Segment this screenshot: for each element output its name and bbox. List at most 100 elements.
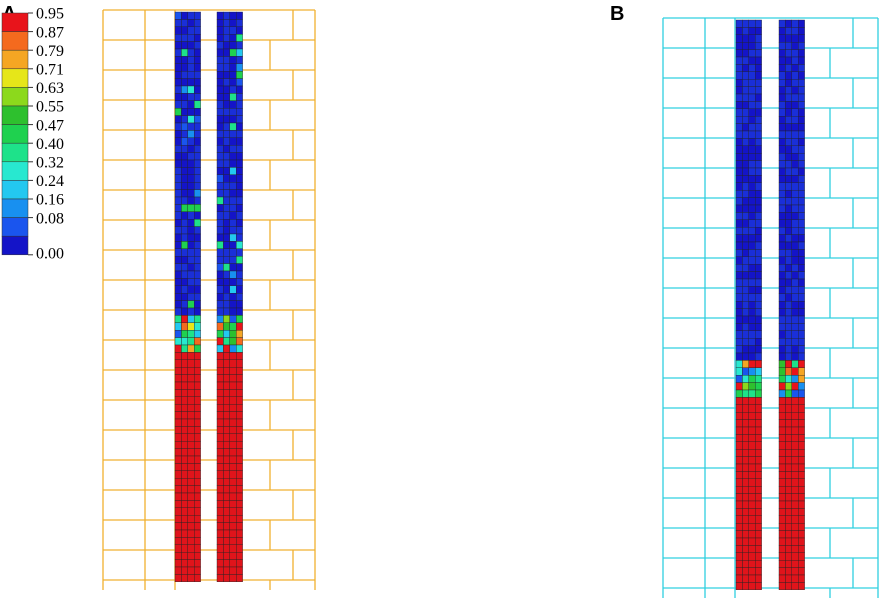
mesh-cell <box>229 381 237 390</box>
mesh-cell <box>216 426 224 434</box>
mesh-cell <box>216 574 224 583</box>
mesh-cell <box>223 278 230 286</box>
mesh-cell <box>785 508 793 516</box>
mesh-cell <box>778 345 786 354</box>
mesh-cell <box>181 174 188 183</box>
mesh-cell <box>187 137 195 146</box>
mesh-cell <box>778 537 786 546</box>
mesh-cell <box>181 566 188 575</box>
mesh-cell <box>193 263 201 272</box>
mesh-cell <box>216 470 224 479</box>
mesh-cell <box>174 85 182 94</box>
mesh-cell <box>755 226 762 235</box>
mesh-cell <box>791 130 799 139</box>
mesh-cell <box>187 144 195 153</box>
mesh-cell <box>742 234 750 243</box>
mesh-cell <box>216 315 224 323</box>
mesh-cell <box>223 485 230 494</box>
mesh-cell <box>174 78 182 87</box>
mesh-cell <box>755 560 762 568</box>
mesh-cell <box>785 315 793 324</box>
mesh-cell <box>755 493 762 502</box>
mesh-cell <box>193 196 201 205</box>
mesh-cell <box>748 552 756 561</box>
mesh-cell <box>798 301 805 309</box>
mesh-cell <box>174 337 182 346</box>
mesh-cell <box>755 42 762 50</box>
mesh-cell <box>755 375 762 383</box>
mesh-cell <box>735 256 743 265</box>
mesh-cell <box>193 381 201 390</box>
mesh-cell <box>785 449 793 457</box>
mesh-cell <box>229 226 237 235</box>
mesh-cell <box>735 404 743 413</box>
mesh-cell <box>798 560 805 568</box>
mesh-cell <box>223 515 230 523</box>
mesh-cell <box>798 537 805 546</box>
mesh-cell <box>778 101 786 110</box>
mesh-cell <box>216 404 224 412</box>
mesh-cell <box>187 211 195 220</box>
mesh-cell <box>778 49 786 58</box>
mesh-cell <box>798 182 805 191</box>
mesh-cell <box>791 389 799 398</box>
mesh-cell <box>778 404 786 413</box>
mesh-cell <box>778 419 786 428</box>
mesh-cell <box>174 174 182 183</box>
mesh-cell <box>223 11 230 20</box>
mesh-cell <box>223 152 230 161</box>
mesh-cell <box>748 456 756 465</box>
colorbar-label: 0.71 <box>36 61 64 78</box>
mesh-cell <box>193 144 201 153</box>
mesh-cell <box>785 182 793 191</box>
mesh-cell <box>748 441 756 450</box>
mesh-cell <box>223 218 230 227</box>
mesh-cell <box>791 486 799 494</box>
mesh-cell <box>791 234 799 243</box>
mesh-cell <box>798 27 805 35</box>
mesh-cell <box>187 307 195 316</box>
mesh-cell <box>735 167 743 176</box>
mesh-cell <box>229 196 237 205</box>
mesh-cell <box>235 11 243 20</box>
mesh-cell <box>742 560 750 568</box>
mesh-cell <box>174 426 182 434</box>
mesh-cell <box>187 396 195 405</box>
mesh-cell <box>229 396 237 405</box>
mesh-cell <box>742 249 750 257</box>
mesh-cell <box>235 167 243 175</box>
mesh-cell <box>785 204 793 213</box>
mesh-cell <box>187 529 195 538</box>
mesh-cell <box>235 174 243 183</box>
mesh-cell <box>755 264 762 272</box>
mesh-cell <box>755 19 762 28</box>
mesh-cell <box>742 286 750 294</box>
mesh-cell <box>791 582 799 591</box>
mesh-cell <box>174 159 182 168</box>
mesh-cell <box>785 78 793 87</box>
mesh-cell <box>798 264 805 272</box>
mesh-cell <box>174 26 182 35</box>
mesh-cell <box>181 544 188 553</box>
mesh-cell <box>735 508 743 516</box>
mesh-cell <box>785 463 793 472</box>
mesh-cell <box>735 397 743 405</box>
mesh-cell <box>778 241 786 250</box>
mesh-cell <box>174 344 182 353</box>
mesh-cell <box>174 115 182 124</box>
mesh-cell <box>193 522 201 531</box>
colorbar-swatch <box>1 235 29 256</box>
mesh-cell <box>785 419 793 428</box>
mesh-cell <box>235 226 243 235</box>
mesh-cell <box>748 271 756 280</box>
mesh-cell <box>798 567 805 576</box>
mesh-cell <box>735 360 743 368</box>
mesh-cell <box>216 396 224 405</box>
mesh-cell <box>798 64 805 73</box>
mesh-cell <box>216 278 224 286</box>
mesh-cell <box>216 137 224 146</box>
mesh-cell <box>174 48 182 57</box>
mesh-cell <box>187 11 195 20</box>
mesh-cell <box>216 300 224 309</box>
mesh-cell <box>735 389 743 398</box>
